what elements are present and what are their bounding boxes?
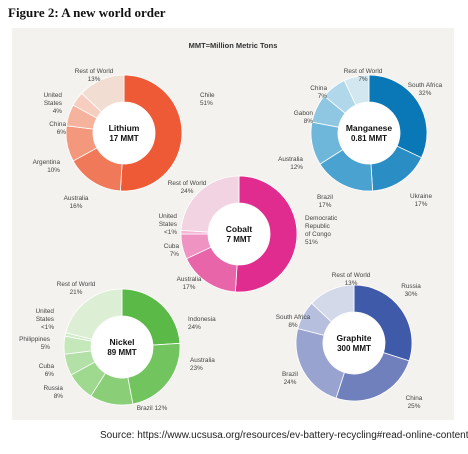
- graphite-label-china-name: China: [406, 395, 423, 402]
- cobalt-label-united-states-value: <1%: [164, 229, 177, 236]
- manganese-slice-rest-of-world: [343, 74, 370, 106]
- nickel-label-indonesia-name: Indonesia: [188, 316, 216, 323]
- manganese-center-hole: [338, 102, 400, 164]
- lithium-label-australia-name: Australia: [64, 195, 89, 202]
- cobalt-label-democratic-republic-of-congo-name: of Congo: [305, 231, 331, 238]
- manganese-label-gabon-name: Gabon: [294, 110, 314, 117]
- manganese-label-brazil-value: 17%: [319, 202, 332, 209]
- lithium-label-argentina-name: Argentina: [33, 159, 61, 166]
- cobalt-label-united-states-name: United: [159, 213, 178, 220]
- cobalt-subtitle: 7 MMT: [227, 235, 252, 244]
- cobalt-label-australia-value: 17%: [183, 284, 196, 291]
- nickel-title: Nickel: [109, 337, 134, 347]
- lithium-label-united-states-value: 4%: [53, 108, 63, 115]
- manganese-label-australia-name: Australia: [278, 156, 303, 163]
- graphite-label-russia-name: Russia: [401, 283, 421, 290]
- graphite-label-south-africa-value: 8%: [288, 322, 298, 329]
- graphite-label-china-value: 25%: [408, 403, 421, 410]
- manganese-label-brazil-name: Brazil: [317, 194, 333, 201]
- graphite-label-south-africa-name: South Africa: [276, 314, 311, 321]
- nickel-label-australia-name: Australia: [190, 357, 215, 364]
- nickel-label-philippines-value: 5%: [41, 344, 51, 351]
- nickel-slice-rest-of-world: [65, 288, 123, 340]
- lithium-subtitle: 17 MMT: [109, 134, 138, 143]
- graphite-label-rest-of-world-name: Rest of World: [332, 272, 371, 279]
- nickel-label-indonesia-value: 24%: [188, 324, 201, 331]
- graphite-label-brazil-name: Brazil: [282, 371, 298, 378]
- cobalt-label-democratic-republic-of-congo-name: Democratic: [305, 215, 338, 222]
- cobalt-title: Cobalt: [226, 224, 253, 234]
- manganese-label-australia-value: 12%: [290, 164, 303, 171]
- manganese-label-ukraine-name: Ukraine: [410, 193, 432, 200]
- lithium-label-australia-value: 16%: [70, 203, 83, 210]
- manganese-label-ukraine-value: 17%: [415, 201, 428, 208]
- lithium-label-chile-value: 51%: [200, 100, 213, 107]
- nickel-label-australia-value: 23%: [190, 365, 203, 372]
- cobalt-label-democratic-republic-of-congo-value: 51%: [305, 239, 318, 246]
- graphite-label-russia-value: 30%: [405, 291, 418, 298]
- chart-panel: MMT=Million Metric Tons Lithium 17 MMT Chil…: [12, 28, 454, 420]
- cobalt-center-hole: [208, 203, 270, 265]
- unit-note: MMT=Million Metric Tons: [189, 41, 278, 50]
- manganese-label-rest-of-world-name: Rest of World: [344, 68, 383, 75]
- nickel-label-cuba-name: Cuba: [39, 363, 55, 370]
- nickel-label-philippines-name: Philippines: [19, 336, 50, 343]
- nickel-label-rest-of-world-value: 21%: [70, 289, 83, 296]
- nickel-subtitle: 89 MMT: [107, 348, 136, 357]
- lithium-label-china-name: China: [49, 121, 66, 128]
- lithium-label-united-states-name: United: [44, 92, 63, 99]
- manganese-subtitle: 0.81 MMT: [351, 134, 387, 143]
- manganese-label-south-africa-value: 32%: [419, 90, 432, 97]
- figure-title: Figure 2: A new world order: [8, 5, 166, 20]
- lithium-label-rest-of-world-value: 13%: [88, 76, 101, 83]
- cobalt-label-cuba-name: Cuba: [164, 243, 180, 250]
- graphite-subtitle: 300 MMT: [337, 344, 371, 353]
- cobalt-label-rest-of-world-name: Rest of World: [168, 180, 207, 187]
- cobalt-label-cuba-value: 7%: [170, 251, 180, 258]
- cobalt-slice-rest-of-world: [180, 175, 240, 233]
- nickel-label-brazil-name: Brazil 12%: [137, 405, 168, 412]
- nickel-label-russia-name: Russia: [43, 385, 63, 392]
- graphite-label-rest-of-world-value: 13%: [345, 280, 358, 287]
- lithium-center-hole: [93, 102, 155, 164]
- graphite-center-hole: [323, 312, 385, 374]
- cobalt-label-democratic-republic-of-congo-name: Republic: [305, 223, 331, 230]
- manganese-label-gabon-value: 8%: [304, 118, 314, 125]
- nickel-label-united-states-name: United: [36, 308, 55, 315]
- lithium-slice-chile: [119, 74, 183, 192]
- source-note: Source: https://www.ucsusa.org/resources…: [100, 430, 468, 441]
- lithium-label-united-states-name: States: [44, 100, 62, 107]
- manganese-label-china-value: 7%: [318, 93, 328, 100]
- nickel-center-hole: [91, 316, 153, 378]
- graphite-label-brazil-value: 24%: [284, 379, 297, 386]
- manganese-label-china-name: China: [310, 85, 327, 92]
- manganese-label-south-africa-name: South Africa: [408, 82, 443, 89]
- cobalt-label-australia-name: Australia: [177, 276, 202, 283]
- lithium-label-china-value: 6%: [57, 129, 67, 136]
- graphite-title: Graphite: [337, 333, 372, 343]
- cobalt-label-rest-of-world-value: 24%: [181, 188, 194, 195]
- manganese-slice-south-africa: [368, 74, 428, 159]
- lithium-label-argentina-value: 10%: [47, 167, 60, 174]
- cobalt-label-united-states-name: States: [159, 221, 177, 228]
- manganese-title: Manganese: [346, 123, 393, 133]
- manganese-label-rest-of-world-value: 7%: [358, 76, 368, 83]
- lithium-label-chile-name: Chile: [200, 92, 215, 99]
- cobalt-slice-democratic-republic-of-congo: [234, 175, 298, 293]
- nickel-label-united-states-value: <1%: [41, 324, 54, 331]
- lithium-slice-rest-of-world: [81, 74, 125, 113]
- nickel-label-rest-of-world-name: Rest of World: [57, 281, 96, 288]
- graphite-slice-russia: [353, 284, 413, 362]
- lithium-label-rest-of-world-name: Rest of World: [75, 68, 114, 75]
- nickel-label-united-states-name: States: [36, 316, 54, 323]
- graphite-slice-rest-of-world: [311, 284, 355, 323]
- lithium-title: Lithium: [109, 123, 140, 133]
- nickel-label-russia-value: 8%: [54, 393, 64, 400]
- nickel-label-cuba-value: 6%: [45, 371, 55, 378]
